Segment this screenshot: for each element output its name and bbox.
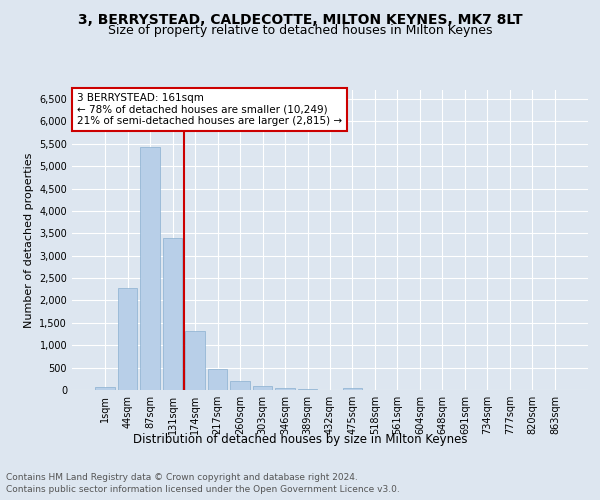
Bar	[140, 148, 160, 390]
Bar	[343, 388, 362, 390]
Text: Size of property relative to detached houses in Milton Keynes: Size of property relative to detached ho…	[108, 24, 492, 37]
Bar	[95, 386, 115, 390]
Bar	[298, 389, 317, 390]
Text: Distribution of detached houses by size in Milton Keynes: Distribution of detached houses by size …	[133, 432, 467, 446]
Bar	[118, 288, 137, 390]
Bar	[208, 368, 227, 390]
Bar	[253, 386, 272, 390]
Bar	[185, 332, 205, 390]
Bar	[230, 380, 250, 390]
Text: Contains public sector information licensed under the Open Government Licence v3: Contains public sector information licen…	[6, 485, 400, 494]
Bar	[163, 238, 182, 390]
Text: Contains HM Land Registry data © Crown copyright and database right 2024.: Contains HM Land Registry data © Crown c…	[6, 472, 358, 482]
Bar	[275, 388, 295, 390]
Text: 3, BERRYSTEAD, CALDECOTTE, MILTON KEYNES, MK7 8LT: 3, BERRYSTEAD, CALDECOTTE, MILTON KEYNES…	[77, 12, 523, 26]
Text: 3 BERRYSTEAD: 161sqm
← 78% of detached houses are smaller (10,249)
21% of semi-d: 3 BERRYSTEAD: 161sqm ← 78% of detached h…	[77, 93, 342, 126]
Y-axis label: Number of detached properties: Number of detached properties	[24, 152, 34, 328]
